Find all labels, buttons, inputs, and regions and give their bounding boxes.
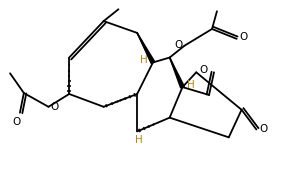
Polygon shape (137, 33, 155, 63)
Text: O: O (259, 125, 268, 134)
Text: O: O (51, 102, 59, 112)
Text: O: O (13, 117, 21, 127)
Text: H: H (188, 80, 195, 90)
Text: H: H (140, 55, 148, 65)
Text: O: O (199, 65, 208, 75)
Text: H: H (135, 135, 143, 145)
Polygon shape (170, 58, 184, 88)
Text: O: O (240, 32, 248, 42)
Text: O: O (174, 40, 183, 50)
